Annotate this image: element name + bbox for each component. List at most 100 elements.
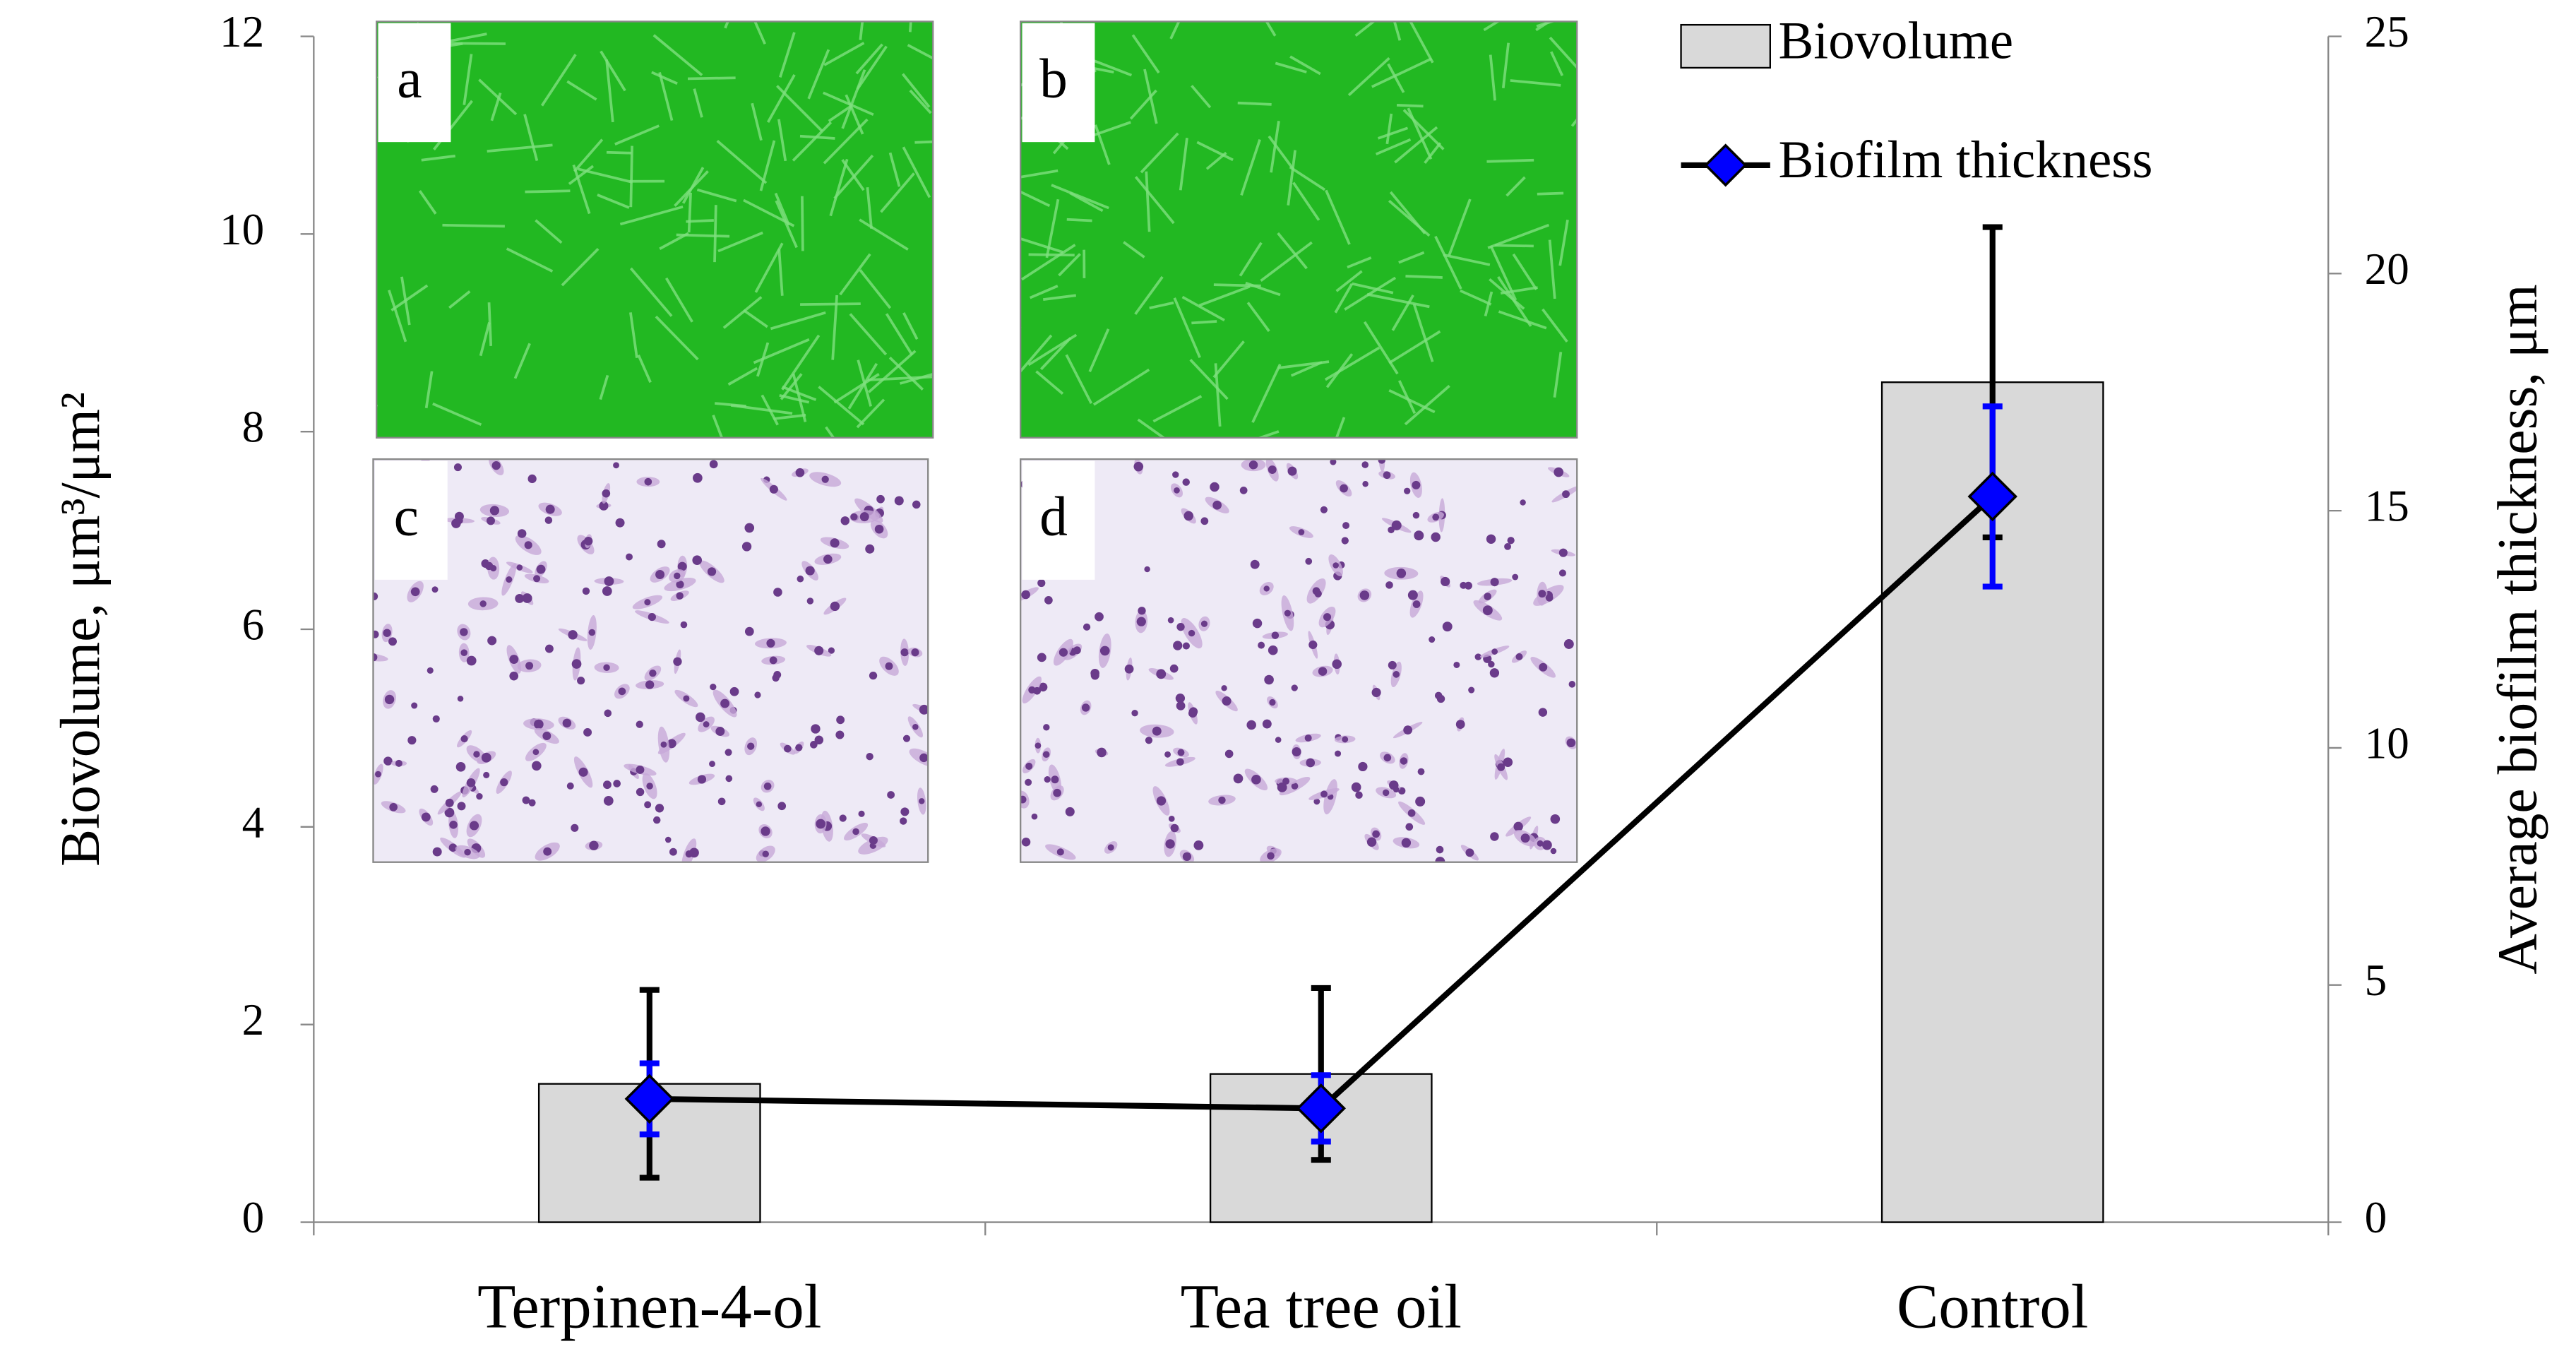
cell-edge [1239,242,1263,277]
cell-edge [1035,370,1064,395]
cell-nucleus [648,612,656,622]
cell-edge [888,356,924,391]
cell-edge [1268,135,1295,171]
cell-nucleus [828,647,835,654]
cell-nucleus [615,518,625,528]
cell-nucleus [1405,823,1414,831]
cell-edge [1042,294,1077,301]
cell-nucleus [683,695,690,702]
cell-edge [823,91,874,117]
legend-label: Biovolume [1779,12,2014,71]
cell-nucleus [489,506,500,516]
cell-nucleus [476,792,483,800]
cell-edge [1088,328,1110,373]
cell-nucleus [816,819,825,829]
cell-edge [572,164,591,215]
cell-edge [390,284,429,312]
cell-nucleus [1341,537,1349,545]
y-axis-label: Biovolume, μm³/μm² [49,392,112,867]
cell-nucleus [1042,751,1050,759]
cell-nucleus [1131,709,1138,717]
cell-nucleus [491,460,501,470]
cell-nucleus [1507,537,1515,545]
cell-nucleus [1292,747,1301,757]
cell-edge [1398,251,1425,264]
cell-nucleus [603,780,612,790]
cell-edge [1335,270,1363,292]
cell-edge [619,205,684,226]
cell-nucleus [1081,703,1090,712]
cell-nucleus [524,541,532,549]
cell-edge [753,21,766,44]
cell-nucleus [1175,694,1186,703]
cell-nucleus [522,593,532,603]
cell-nucleus [1182,852,1192,861]
cell-nucleus [1460,581,1467,589]
cell-nucleus [1251,775,1261,785]
cell-nucleus [1037,578,1046,588]
cell-nucleus [1332,659,1342,670]
cell-nucleus [1025,778,1032,786]
cell-edge [599,374,609,400]
cell-nucleus [1393,671,1400,678]
cell-nucleus [545,504,555,514]
cell-nucleus [885,662,893,670]
cell-nucleus [887,791,895,799]
cell-edge [774,192,790,226]
cell-nucleus [464,848,471,856]
cell-nucleus [395,759,402,767]
cell-edge [1020,169,1059,179]
y-tick-label: 8 [242,403,265,452]
cell-edge [573,138,604,172]
y2-tick-label: 15 [2365,482,2409,531]
cell-nucleus [457,696,464,702]
cell-edge [674,170,709,207]
cell-edge [828,105,852,123]
inset-label: a [397,48,422,110]
cell-edge [658,71,674,121]
cell-nucleus [1200,517,1209,525]
cell-edge [1289,166,1326,191]
cell-nucleus [1391,520,1402,530]
cell-nucleus [866,753,873,761]
cell-nucleus [1566,738,1576,748]
cell-edge [712,415,724,438]
cell-nucleus [1482,605,1493,616]
cell-edge [1354,21,1376,37]
cell-edge [1277,232,1308,270]
cell-nucleus [762,850,769,857]
cell-nucleus [483,771,490,779]
cell-nucleus [1503,757,1513,768]
y2-tick-label: 20 [2365,244,2409,294]
cell-nucleus [1401,838,1412,848]
cell-nucleus [375,771,381,778]
cell-edge [1505,176,1526,197]
cell-nucleus [919,704,929,715]
cell-nucleus [1407,590,1418,600]
cell-nucleus [839,814,847,822]
cell-nucleus [1262,719,1272,729]
cell-edge [652,34,703,76]
cell-edge [781,334,821,391]
cell-nucleus [1176,622,1185,631]
cell-nucleus [1545,594,1554,602]
cell-nucleus [543,847,552,856]
cell-edge [1087,57,1133,77]
cell-nucleus [613,780,621,787]
cell-nucleus [389,802,398,811]
cell-nucleus [1455,720,1465,729]
cell-nucleus [1320,506,1328,513]
cell-edge [717,231,763,253]
cell-edge [523,114,539,162]
cell-nucleus [1170,823,1179,833]
cell-edge [1389,191,1426,234]
cell-nucleus [1351,782,1361,792]
cell-nucleus [1107,844,1114,851]
cell-edge [885,313,914,356]
cell-edge [855,43,883,75]
cell-nucleus [571,659,582,669]
cell-nucleus [1083,623,1091,631]
cell-nucleus [373,592,378,601]
cell-edge [831,295,839,360]
cell-nucleus [525,662,534,670]
